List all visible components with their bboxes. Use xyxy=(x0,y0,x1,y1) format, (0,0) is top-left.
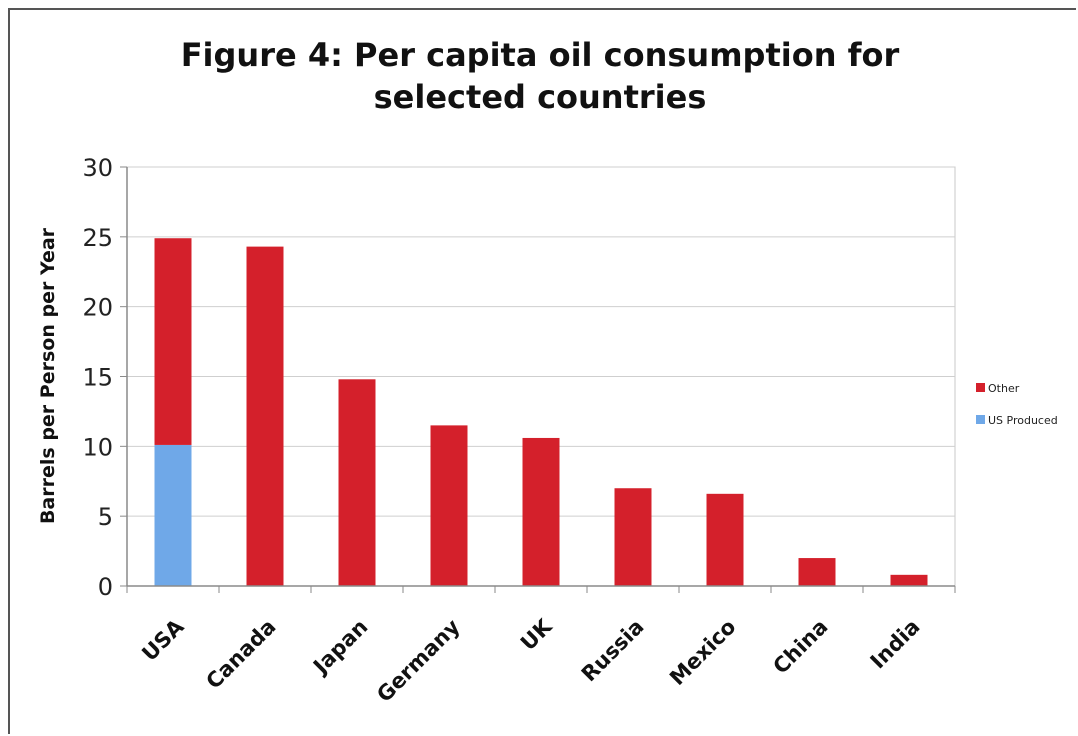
legend-swatch xyxy=(976,383,985,392)
x-tick-label: UK xyxy=(516,614,557,655)
legend-label: US Produced xyxy=(988,414,1058,427)
bar-us-produced-usa xyxy=(154,444,192,586)
bar-other-canada xyxy=(246,246,284,587)
x-tick-label: India xyxy=(866,615,925,674)
x-tick-label: Mexico xyxy=(665,615,740,690)
bar-other-india xyxy=(890,574,928,586)
chart-frame xyxy=(8,8,1076,734)
bar-other-usa xyxy=(154,238,192,445)
legend-label: Other xyxy=(988,382,1020,395)
legend: Other US Produced xyxy=(976,382,1058,427)
legend-swatch xyxy=(976,415,985,424)
y-axis-label: Barrels per Person per Year xyxy=(37,227,59,524)
chart-title-line-1: Figure 4: Per capita oil consumption for xyxy=(180,36,900,74)
bar-other-germany xyxy=(430,425,468,586)
x-tick-labels: USA Canada Japan Germany UK Russia Mexico China… xyxy=(137,614,924,707)
bar-other-russia xyxy=(614,488,652,586)
y-tick-label: 20 xyxy=(82,294,113,322)
x-tick-label: USA xyxy=(137,614,189,666)
y-tick-label: 5 xyxy=(98,503,113,531)
axes xyxy=(120,166,956,593)
y-tick-label: 30 xyxy=(82,154,113,182)
x-tick-label: Russia xyxy=(577,615,649,687)
bars xyxy=(154,238,928,587)
x-tick-label: Germany xyxy=(372,614,465,707)
y-tick-labels: 0 5 10 15 20 25 30 xyxy=(82,154,113,601)
y-tick-label: 25 xyxy=(82,224,113,252)
bar-other-mexico xyxy=(706,493,744,586)
chart-title-line-2: selected countries xyxy=(373,78,707,116)
chart-title: Figure 4: Per capita oil consumption for… xyxy=(60,34,1020,118)
bar-other-china xyxy=(798,558,836,586)
y-tick-label: 10 xyxy=(82,433,113,461)
x-tick-label: Canada xyxy=(201,615,280,694)
y-tick-label: 15 xyxy=(82,364,113,392)
x-tick-label: China xyxy=(768,615,832,679)
bar-other-uk xyxy=(522,437,560,586)
y-tick-label: 0 xyxy=(98,573,113,601)
x-tick-label: Japan xyxy=(307,615,372,680)
bar-other-japan xyxy=(338,379,376,586)
